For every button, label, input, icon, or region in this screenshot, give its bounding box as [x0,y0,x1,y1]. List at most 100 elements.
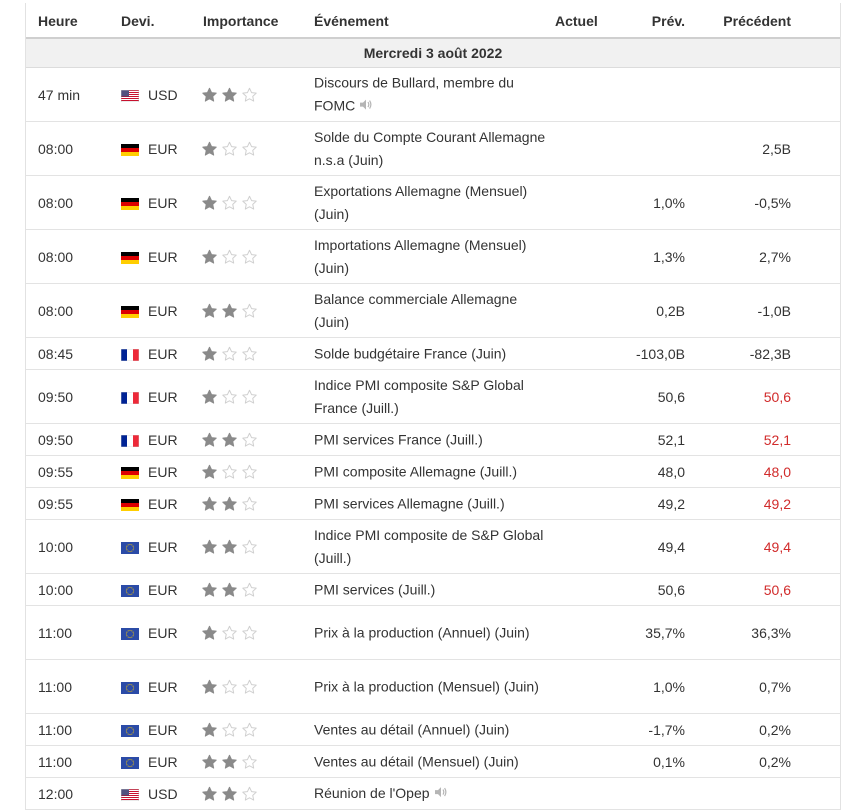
header-importance[interactable]: Importance [203,13,279,29]
table-row[interactable]: 08:00 EUR Balance commerciale Allemagne (J… [26,284,840,338]
star-filled-icon [201,140,218,157]
star-empty-icon [221,388,238,405]
event-title: Indice PMI composite de S&P Global (Juil… [314,526,544,566]
event-title: Ventes au détail (Mensuel) (Juin) [314,753,519,769]
event-link[interactable]: Solde budgétaire France (Juin) [314,342,549,365]
event-link[interactable]: Indice PMI composite S&P Global France (… [314,374,549,420]
table-row[interactable]: 11:00 EUR Prix à la production (Mensuel) (… [26,660,840,714]
flag-eu-icon [121,627,139,640]
event-previous: 0,7% [759,678,791,695]
importance-rating [201,678,258,695]
event-link[interactable]: Prix à la production (Mensuel) (Juin) [314,675,549,698]
event-title: PMI services Allemagne (Juill.) [314,495,505,511]
event-forecast: -103,0B [635,345,685,362]
header-currency[interactable]: Devi. [121,13,155,29]
speaker-icon[interactable] [359,95,373,118]
event-link[interactable]: Indice PMI composite de S&P Global (Juil… [314,524,549,570]
event-previous: 49,2 [763,495,791,512]
event-previous: 52,1 [763,431,791,448]
event-link[interactable]: PMI services (Juill.) [314,578,549,601]
event-link[interactable]: Ventes au détail (Annuel) (Juin) [314,718,549,741]
date-group-header: Mercredi 3 août 2022 [26,39,840,68]
event-link[interactable]: PMI services France (Juill.) [314,428,549,451]
table-row[interactable]: 10:00 EUR PMI services (Juill.) 50,6 50,6 [26,574,840,606]
event-link[interactable]: PMI services Allemagne (Juill.) [314,492,549,515]
event-currency: EUR [148,624,178,641]
importance-rating [201,194,258,211]
table-row[interactable]: 09:50 EUR Indice PMI composite S&P Global … [26,370,840,424]
flag-de-icon [121,197,139,210]
table-row[interactable]: 08:00 EUR Importations Allemagne (Mensuel)… [26,230,840,284]
header-actual[interactable]: Actuel [555,13,598,29]
flag-us-icon [120,788,140,801]
event-time: 08:00 [38,140,74,157]
event-link[interactable]: Ventes au détail (Mensuel) (Juin) [314,750,549,773]
event-title: Importations Allemagne (Mensuel) (Juin) [314,236,527,276]
star-empty-icon [241,86,258,103]
table-row[interactable]: 10:00 EUR Indice PMI composite de S&P Glob… [26,520,840,574]
event-link[interactable]: Importations Allemagne (Mensuel) (Juin) [314,234,549,280]
header-event[interactable]: Événement [314,13,389,29]
event-forecast: 52,1 [657,431,685,448]
table-row[interactable]: 12:00 USD Réunion de l'Opep [26,778,840,810]
event-currency: EUR [148,388,178,405]
event-currency: EUR [148,753,178,770]
importance-rating [201,431,258,448]
event-currency: EUR [148,721,178,738]
star-filled-icon [221,495,238,512]
event-title: PMI services France (Juill.) [314,431,483,447]
star-empty-icon [241,785,258,802]
event-time: 09:50 [38,388,74,405]
event-forecast: 50,6 [657,388,685,405]
event-link[interactable]: Prix à la production (Annuel) (Juin) [314,621,549,644]
star-empty-icon [221,194,238,211]
header-previous[interactable]: Précédent [723,13,791,29]
flag-de-icon [121,251,139,264]
importance-rating [201,463,258,480]
event-time: 09:55 [38,495,74,512]
table-row[interactable]: 09:50 EUR PMI services France (Juill.) 52,1… [26,424,840,456]
star-filled-icon [221,86,238,103]
event-title: Exportations Allemagne (Mensuel) (Juin) [314,182,528,222]
event-title: Réunion de l'Opep [314,784,430,801]
flag-fr-icon [120,391,140,404]
event-link[interactable]: Discours de Bullard, membre du FOMC [314,71,549,118]
event-previous: -0,5% [754,194,791,211]
event-link[interactable]: PMI composite Allemagne (Juill.) [314,460,549,483]
table-row[interactable]: 11:00 EUR Prix à la production (Annuel) (J… [26,606,840,660]
star-empty-icon [241,581,258,598]
star-empty-icon [221,678,238,695]
speaker-icon[interactable] [434,782,448,805]
event-forecast: 0,1% [653,753,685,770]
header-forecast[interactable]: Prév. [651,13,685,29]
event-previous: 2,5B [762,140,791,157]
flag-eu-icon [121,584,139,597]
event-previous: 0,2% [759,753,791,770]
event-currency: USD [148,86,178,103]
event-currency: EUR [148,581,178,598]
table-row[interactable]: 11:00 EUR Ventes au détail (Mensuel) (Juin… [26,746,840,778]
table-row[interactable]: 09:55 EUR PMI services Allemagne (Juill.) 4… [26,488,840,520]
flag-de-icon [121,498,139,511]
event-link[interactable]: Balance commerciale Allemagne (Juin) [314,288,549,334]
table-row[interactable]: 11:00 EUR Ventes au détail (Annuel) (Juin)… [26,714,840,746]
star-empty-icon [241,753,258,770]
star-empty-icon [221,248,238,265]
importance-rating [201,753,258,770]
table-row[interactable]: 08:00 EUR Exportations Allemagne (Mensuel)… [26,176,840,230]
star-filled-icon [201,388,218,405]
event-link[interactable]: Solde du Compte Courant Allemagne n.s.a … [314,126,549,172]
event-time: 08:00 [38,302,74,319]
event-time: 11:00 [38,753,72,770]
event-time: 08:00 [38,248,74,265]
table-row[interactable]: 47 min USD Discours de Bullard, membre du … [26,68,840,122]
star-filled-icon [221,538,238,555]
table-row[interactable]: 08:45 EUR Solde budgétaire France (Juin) -1… [26,338,840,370]
header-time[interactable]: Heure [38,13,78,29]
star-empty-icon [221,721,238,738]
table-row[interactable]: 09:55 EUR PMI composite Allemagne (Juill.)… [26,456,840,488]
event-link[interactable]: Exportations Allemagne (Mensuel) (Juin) [314,180,549,226]
event-link[interactable]: Réunion de l'Opep [314,782,549,806]
flag-eu-icon [121,541,139,554]
table-row[interactable]: 08:00 EUR Solde du Compte Courant Allemagn… [26,122,840,176]
